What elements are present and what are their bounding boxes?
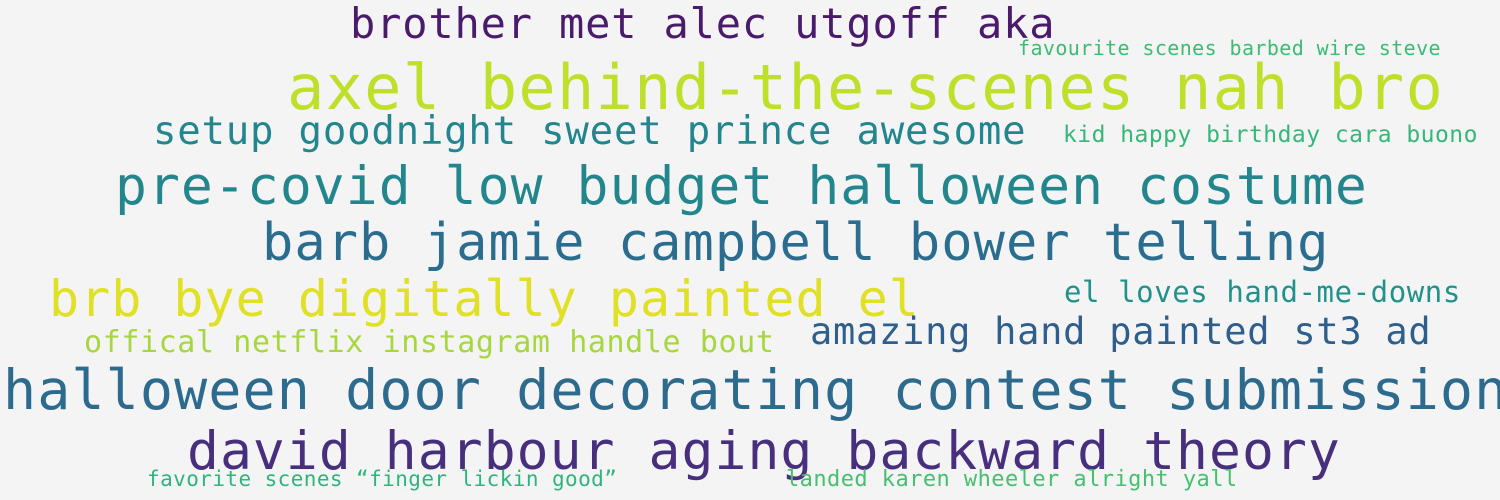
word-cloud-phrase: pre-covid low budget halloween costume xyxy=(115,156,1368,217)
word-cloud-phrase: amazing hand painted st3 ad xyxy=(810,310,1432,353)
word-cloud-phrase: el loves hand-me-downs xyxy=(1064,275,1461,309)
word-cloud-phrase: landed karen wheeler alright yall xyxy=(786,467,1238,492)
word-cloud-phrase: favourite scenes barbed wire steve xyxy=(1018,36,1441,60)
word-cloud-phrase: brb bye digitally painted el xyxy=(49,270,920,328)
word-cloud-phrase: axel behind-the-scenes nah bro xyxy=(287,51,1445,124)
word-cloud-phrase: brother met alec utgoff aka xyxy=(350,0,1056,48)
word-cloud-phrase: offical netflix instagram handle bout xyxy=(84,325,775,360)
word-cloud-phrase: kid happy birthday cara buono xyxy=(1063,122,1478,148)
word-cloud-phrase: halloween door decorating contest submis… xyxy=(3,358,1500,422)
word-cloud-phrase: barb jamie campbell bower telling xyxy=(262,213,1330,273)
word-cloud-phrase: favorite scenes “finger lickin good” xyxy=(147,467,618,491)
word-cloud-phrase: david harbour aging backward theory xyxy=(187,421,1341,482)
word-cloud-phrase: setup goodnight sweet prince awesome xyxy=(153,109,1027,154)
